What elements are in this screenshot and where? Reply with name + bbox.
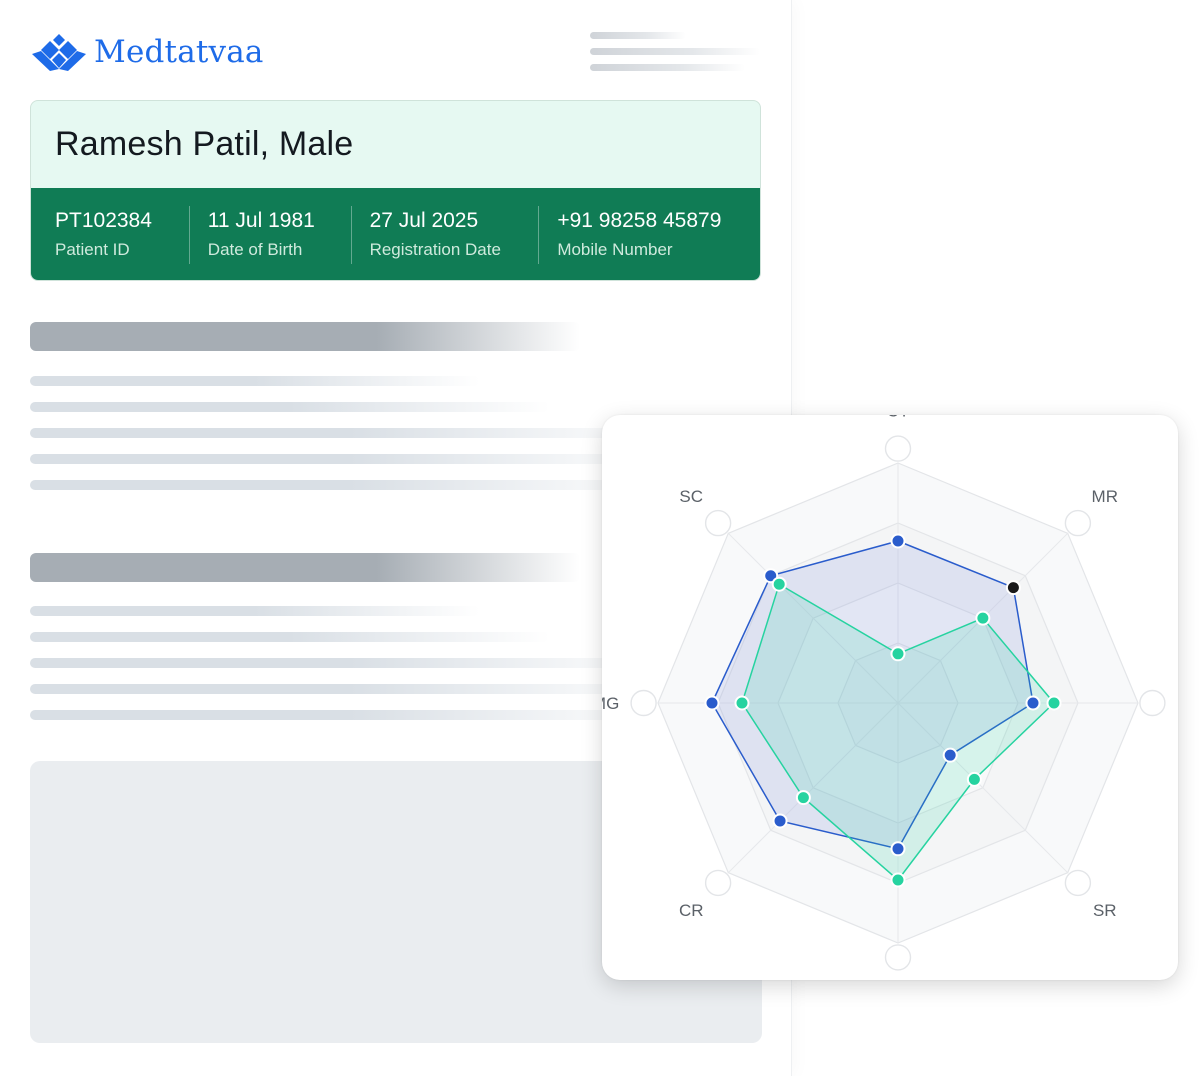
radar-chart: CTMRUSSRSMCRMGSC: [602, 415, 1166, 971]
radar-data-point: [975, 610, 991, 626]
text-line-placeholder: [30, 606, 480, 616]
radar-data-point: [771, 576, 787, 592]
radar-data-point: [942, 747, 958, 763]
radar-data-point: [1005, 580, 1021, 596]
brand-logo[interactable]: Medtatvaa: [30, 30, 264, 74]
radar-data-point: [890, 872, 906, 888]
radar-axis-node: [884, 944, 912, 971]
radar-axis-node: [1139, 689, 1166, 717]
patient-id-cell: PT102384 Patient ID: [31, 206, 189, 264]
text-line-placeholder: [30, 428, 670, 438]
text-line-placeholder: [30, 480, 670, 490]
radar-axis-label: CR: [679, 901, 704, 920]
radar-axis-label: SC: [679, 487, 703, 506]
radar-data-point: [795, 790, 811, 806]
section-heading-placeholder: [30, 553, 580, 582]
radar-axis-line: [727, 702, 899, 874]
brand-name: Medtatvaa: [94, 34, 264, 70]
placeholder-line: [590, 64, 745, 71]
radar-axis-node: [630, 689, 657, 717]
text-line-placeholder: [30, 632, 550, 642]
dob-value: 11 Jul 1981: [207, 209, 315, 232]
patient-info-bar: PT102384 Patient ID 11 Jul 1981 Date of …: [31, 188, 760, 280]
patient-name: Ramesh Patil, Male: [55, 125, 354, 163]
radar-data-point: [1025, 695, 1041, 711]
radar-data-point: [1046, 695, 1062, 711]
patient-id-value: PT102384: [55, 209, 152, 232]
registration-date-cell: 27 Jul 2025 Registration Date: [350, 206, 539, 264]
mobile-number-label: Mobile Number: [557, 240, 673, 259]
dob-cell: 11 Jul 1981 Date of Birth: [188, 206, 351, 264]
radar-data-point: [734, 695, 750, 711]
placeholder-line: [590, 48, 760, 55]
text-line-placeholder: [30, 710, 670, 720]
radar-axis-node: [884, 435, 912, 462]
radar-axis-node: [1064, 509, 1092, 537]
text-line-placeholder: [30, 454, 670, 464]
registration-date-label: Registration Date: [369, 240, 501, 259]
radar-axis-node: [1064, 869, 1092, 897]
radar-axis-label: MG: [602, 694, 619, 713]
patient-card: Ramesh Patil, Male PT102384 Patient ID 1…: [30, 100, 761, 281]
radar-data-point: [890, 533, 906, 549]
radar-data-point: [704, 695, 720, 711]
text-line-placeholder: [30, 402, 550, 412]
radar-data-point: [890, 646, 906, 662]
registration-date-value: 27 Jul 2025: [369, 209, 479, 232]
dob-label: Date of Birth: [207, 240, 303, 259]
patient-id-label: Patient ID: [55, 240, 130, 259]
radar-data-point: [890, 841, 906, 857]
placeholder-line: [590, 32, 686, 39]
radar-axis-label: SR: [1093, 901, 1117, 920]
text-line-placeholder: [30, 658, 670, 668]
section-heading-placeholder: [30, 322, 580, 351]
header-menu-placeholder: [590, 32, 760, 80]
radar-axis-node: [704, 509, 732, 537]
radar-axis-line: [727, 532, 899, 704]
diamond-cluster-logo-icon: [32, 34, 86, 71]
text-line-placeholder: [30, 684, 670, 694]
radar-chart-card: CTMRUSSRSMCRMGSC: [602, 415, 1178, 980]
radar-data-point: [966, 771, 982, 787]
radar-axis-node: [704, 869, 732, 897]
text-line-placeholder: [30, 376, 480, 386]
mobile-number-cell: +91 98258 45879 Mobile Number: [538, 206, 760, 264]
radar-axis-label: CT: [887, 415, 910, 421]
radar-axis-label: MR: [1092, 487, 1118, 506]
mobile-number-value: +91 98258 45879: [557, 209, 722, 232]
radar-axis-line: [897, 702, 1069, 874]
radar-data-point: [772, 813, 788, 829]
